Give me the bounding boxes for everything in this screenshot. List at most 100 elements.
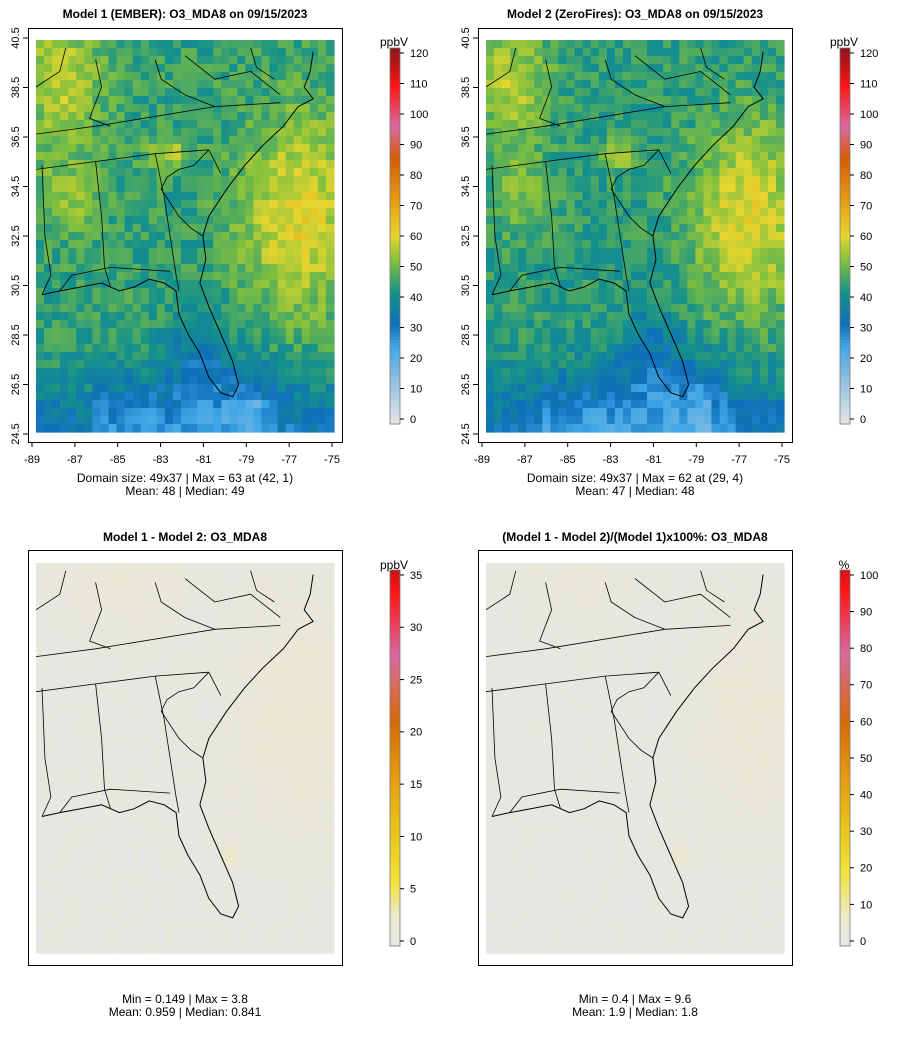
- grid-cell: [156, 666, 166, 676]
- grid-cell: [124, 881, 134, 890]
- grid-cell: [647, 168, 656, 177]
- grid-cell: [598, 216, 608, 225]
- grid-cell: [132, 889, 142, 898]
- grid-cell: [743, 336, 753, 345]
- grid-cell: [269, 152, 279, 161]
- grid-cell: [140, 112, 150, 121]
- grid-cell: [164, 738, 174, 747]
- grid-cell: [317, 248, 327, 257]
- grid-cell: [687, 120, 696, 129]
- grid-cell: [60, 563, 69, 572]
- colorbar-swatch: [390, 120, 400, 124]
- grid-cell: [189, 144, 198, 153]
- grid-cell: [317, 72, 327, 81]
- grid-cell: [36, 152, 45, 161]
- grid-cell: [574, 112, 584, 121]
- grid-cell: [277, 248, 287, 257]
- grid-cell: [719, 304, 729, 313]
- grid-cell: [156, 256, 166, 265]
- grid-cell: [68, 272, 77, 281]
- grid-cell: [285, 232, 295, 241]
- grid-cell: [735, 144, 745, 153]
- grid-cell: [140, 168, 150, 177]
- grid-cell: [205, 160, 214, 169]
- grid-cell: [550, 424, 560, 433]
- grid-cell: [172, 626, 182, 636]
- grid-cell: [630, 64, 640, 73]
- grid-cell: [558, 240, 568, 249]
- grid-cell: [679, 104, 688, 113]
- grid-cell: [639, 72, 648, 81]
- grid-cell: [180, 320, 190, 329]
- grid-cell: [317, 408, 327, 417]
- grid-cell: [703, 376, 713, 385]
- grid-cell: [164, 176, 174, 185]
- grid-cell: [606, 368, 616, 377]
- grid-cell: [172, 376, 182, 385]
- grid-cell: [132, 937, 142, 946]
- grid-cell: [100, 849, 110, 859]
- grid-cell: [325, 256, 335, 265]
- grid-cell: [671, 96, 680, 105]
- grid-cell: [148, 96, 158, 105]
- grid-cell: [574, 272, 584, 281]
- grid-cell: [189, 785, 198, 795]
- grid-cell: [301, 192, 311, 201]
- colorbar-swatch: [390, 51, 400, 55]
- grid-cell: [309, 224, 319, 233]
- grid-cell: [189, 96, 198, 105]
- grid-cell: [172, 682, 182, 691]
- grid-cell: [180, 618, 190, 628]
- grid-cell: [550, 80, 560, 89]
- grid-cell: [293, 376, 303, 385]
- grid-cell: [735, 384, 745, 393]
- grid-cell: [156, 120, 166, 129]
- grid-cell: [566, 360, 576, 369]
- grid-cell: [84, 424, 93, 433]
- grid-cell: [108, 698, 118, 707]
- grid-cell: [229, 376, 238, 385]
- grid-cell: [52, 857, 61, 867]
- grid-cell: [695, 344, 705, 353]
- grid-cell: [695, 112, 705, 121]
- grid-cell: [100, 56, 110, 65]
- grid-cell: [84, 416, 93, 425]
- grid-cell: [719, 120, 729, 129]
- grid-cell: [277, 232, 287, 241]
- grid-cell: [108, 682, 118, 691]
- grid-cell: [727, 128, 737, 137]
- grid-cell: [60, 160, 69, 169]
- grid-cell: [293, 88, 303, 97]
- colorbar-swatch: [390, 229, 400, 234]
- grid-cell: [164, 96, 174, 105]
- grid-cell: [309, 208, 319, 217]
- grid-cell: [180, 272, 190, 281]
- grid-cell: [76, 368, 85, 377]
- grid-cell: [156, 809, 166, 819]
- grid-cell: [639, 136, 648, 145]
- grid-cell: [598, 304, 608, 313]
- grid-cell: [108, 336, 118, 345]
- grid-cell: [124, 352, 134, 361]
- grid-cell: [76, 642, 85, 652]
- grid-cell: [108, 104, 118, 113]
- grid-cell: [180, 833, 190, 843]
- grid-cell: [229, 112, 238, 121]
- grid-cell: [542, 184, 552, 193]
- grid-cell: [695, 296, 705, 305]
- grid-cell: [68, 563, 77, 572]
- grid-cell: [630, 392, 640, 401]
- grid-cell: [180, 120, 190, 129]
- grid-cell: [116, 320, 126, 329]
- grid-cell: [574, 144, 584, 153]
- grid-cell: [148, 857, 158, 867]
- lat-tick-label: 28.5: [10, 324, 22, 345]
- grid-cell: [775, 120, 785, 129]
- grid-cell: [486, 384, 495, 393]
- grid-cell: [52, 264, 61, 273]
- grid-cell: [759, 80, 769, 89]
- grid-cell: [647, 384, 656, 393]
- grid-cell: [751, 336, 761, 345]
- grid-cell: [44, 785, 53, 795]
- grid-cell: [108, 80, 118, 89]
